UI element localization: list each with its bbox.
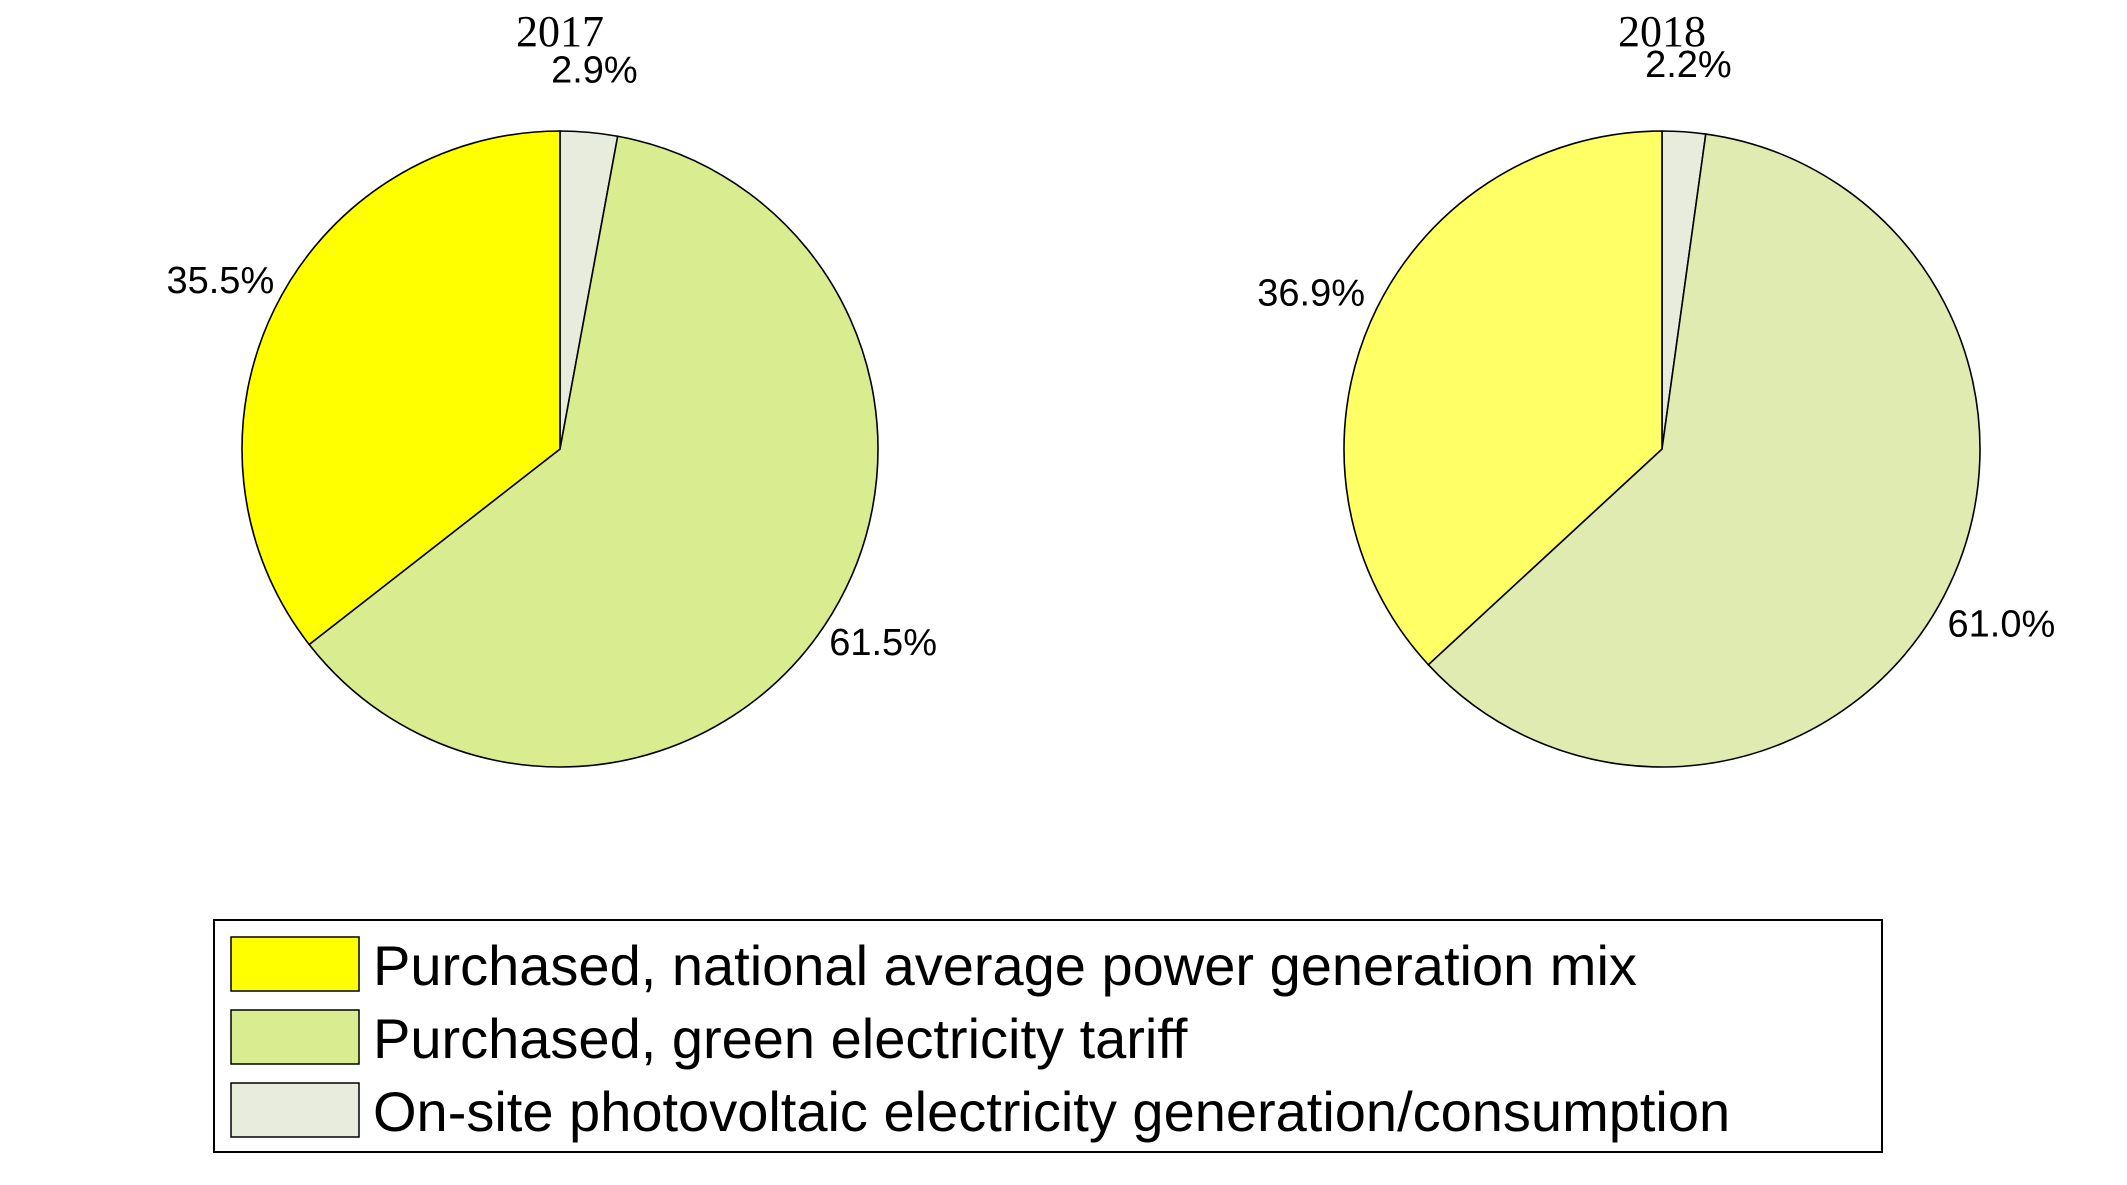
pie-chart-2017: 2017 2.9% 61.5% 35.5% [166,7,937,768]
legend-frame [213,919,1883,1153]
slice-label-2018-1: 61.0% [1948,603,2056,645]
slice-label-2017-1: 61.5% [829,622,937,664]
pie-slice-2017-purchased-national-average-power-generat [241,130,561,646]
legend-label: On-site photovoltaic electricity generat… [373,1080,1730,1143]
legend-entry-onsite-pv: On-site photovoltaic electricity generat… [230,1080,1730,1143]
legend-swatch [230,1082,360,1138]
legend: Purchased, national average power genera… [213,919,1883,1153]
pie-title-2018: 2018 [1618,7,1706,56]
legend-entry-national-mix: Purchased, national average power genera… [230,934,1637,997]
legend-label: Purchased, green electricity tariff [373,1007,1188,1070]
legend-label: Purchased, national average power genera… [373,934,1637,997]
pie-slice-2018-purchased-national-average-power-generat [1343,130,1663,666]
legend-entry-green-tariff: Purchased, green electricity tariff [230,1007,1188,1070]
pie-title-2017: 2017 [516,7,604,56]
pie-slice-2018-purchased-green-electricity-tariff [1427,133,1981,768]
legend-swatch [230,936,360,992]
slice-label-2018-2: 36.9% [1257,272,1365,314]
slice-label-2017-2: 35.5% [166,260,274,302]
slice-label-2018-0: 2.2% [1645,44,1732,86]
pie-chart-2018: 2018 2.2% 61.0% 36.9% [1257,7,2056,768]
slice-label-2017-0: 2.9% [551,50,638,92]
legend-swatch [230,1009,360,1065]
pie-slice-2017-purchased-green-electricity-tariff [308,135,879,768]
